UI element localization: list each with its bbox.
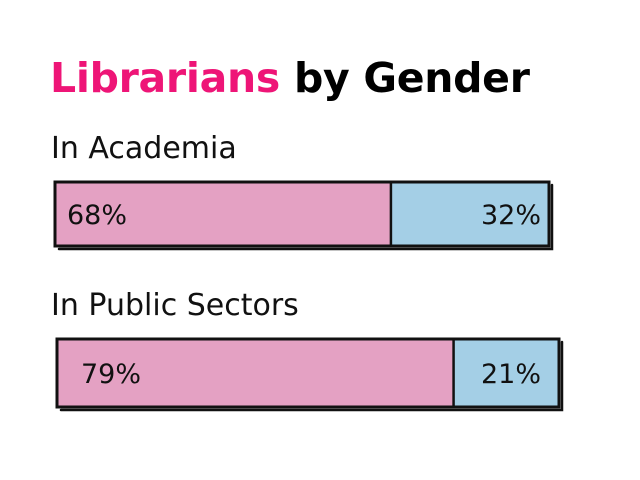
bar-academia-female (55, 182, 391, 246)
title-accent: Librarians (50, 54, 280, 102)
bar-academia-male (390, 182, 549, 246)
bar-group-public-sectors: 79% 21% (55, 337, 564, 412)
bar-outline-public-sectors (55, 337, 561, 409)
value-label-academia-male: 32% (481, 200, 541, 231)
title-rest: by Gender (293, 54, 530, 102)
bar-public-sectors-female (57, 339, 454, 407)
category-label-public-sectors: In Public Sectors (51, 288, 299, 323)
value-label-public-sectors-male: 21% (481, 359, 541, 390)
value-label-public-sectors-female: 79% (81, 359, 141, 390)
bar-shadow-edge-public-sectors (59, 340, 564, 412)
bar-outline-academia (53, 180, 551, 248)
chart-title: Librarians by Gender (50, 52, 530, 104)
bar-shadow-edge-academia (57, 183, 554, 251)
bar-public-sectors-male (453, 339, 559, 407)
category-label-academia: In Academia (51, 131, 237, 166)
bar-group-academia: 68% 32% (53, 180, 554, 251)
value-label-academia-female: 68% (67, 200, 127, 231)
